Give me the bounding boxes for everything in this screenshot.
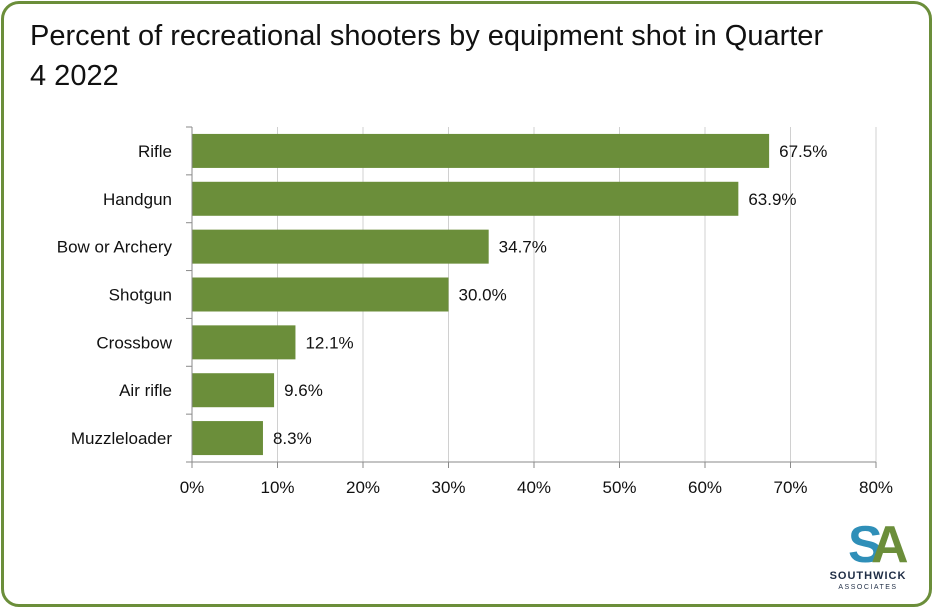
x-tick-label: 30% [431,478,465,497]
bar [192,325,296,360]
category-label: Handgun [103,190,172,209]
logo-name: SOUTHWICK [829,570,907,582]
category-label: Crossbow [96,333,172,352]
data-label: 63.9% [748,190,796,209]
x-tick-label: 20% [346,478,380,497]
logo-a-glyph: A [871,516,909,570]
data-label: 12.1% [305,333,353,352]
data-label: 8.3% [273,429,312,448]
bar [192,421,263,456]
data-labels: 67.5% 63.9% 34.7% 30.0% 12.1% 9.6% 8.3% [273,142,827,448]
bar [192,229,489,264]
category-label: Air rifle [119,381,172,400]
category-label: Rifle [138,142,172,161]
x-tick-label: 0% [180,478,205,497]
data-label: 34.7% [499,238,547,257]
x-tick-label: 70% [773,478,807,497]
data-label: 30.0% [459,286,507,305]
chart-title: Percent of recreational shooters by equi… [30,20,824,92]
logo-mark: S A [848,516,909,574]
bar [192,181,739,216]
category-labels: Rifle Handgun Bow or Archery Shotgun Crossbo… [57,142,173,448]
data-label: 9.6% [284,381,323,400]
x-tick-label: 40% [517,478,551,497]
category-label: Shotgun [109,286,172,305]
logo-s-glyph: S [848,516,883,570]
logo-subtitle: ASSOCIATES [838,584,898,591]
bar [192,133,770,168]
bars [192,133,770,456]
bar [192,277,449,312]
category-label: Bow or Archery [57,238,173,257]
x-tick-labels: 0% 10% 20% 30% 40% 50% 60% 70% 80% [180,478,893,497]
axes [186,126,877,468]
data-label: 67.5% [779,142,827,161]
bar [192,373,275,408]
x-tick-label: 50% [602,478,636,497]
x-tick-label: 80% [859,478,893,497]
x-tick-label: 10% [260,478,294,497]
southwick-associates-logo: S A SOUTHWICK ASSOCIATES [818,512,918,602]
x-tick-label: 60% [688,478,722,497]
category-label: Muzzleloader [71,429,172,448]
